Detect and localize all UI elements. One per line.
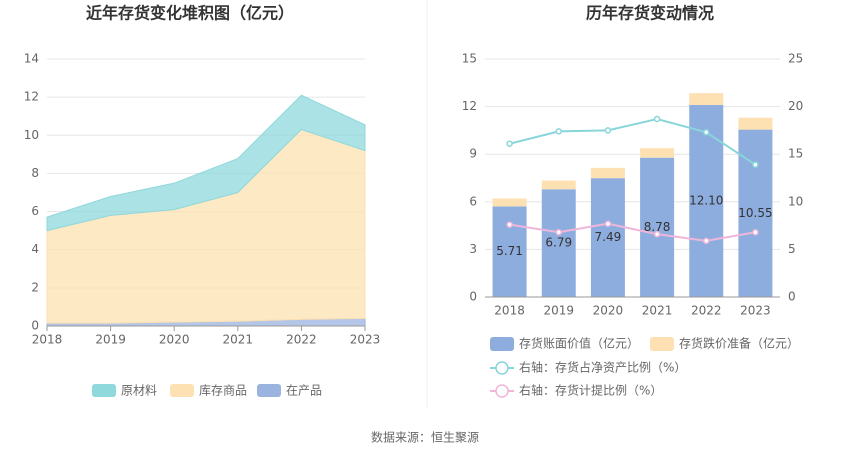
y2-tick-label: 20 [788,99,803,113]
point [703,237,710,245]
line [509,222,756,242]
x-tick-label: 2021 [223,333,254,347]
area [46,128,366,324]
x-tick-label: 2020 [159,333,190,347]
point [555,128,562,135]
y-tick-label: 8 [31,166,39,180]
x-tick-label: 2023 [740,304,771,318]
x-tick-label: 2022 [286,333,317,347]
legend-swatch [170,384,194,397]
legend-marker [495,361,509,375]
bar [689,93,724,106]
bar [590,178,625,297]
point [752,161,759,168]
legend-swatch [490,337,514,351]
y-tick-label: 12 [24,90,39,104]
bar [689,105,724,297]
y-tick-label: 2 [31,280,39,294]
legend-label: 在产品 [286,384,322,398]
point [653,230,661,238]
x-tick-label: 2020 [593,304,624,318]
bar [590,167,625,179]
x-tick-label: 2019 [95,333,126,347]
y-tick-label: 6 [469,194,477,208]
bar [541,189,576,297]
area [46,94,366,232]
point [653,115,661,123]
y-tick-label: 0 [469,290,477,304]
x-tick-label: 2018 [494,304,525,318]
bar [541,180,576,190]
x-tick-label: 2022 [691,304,722,318]
bar-label: 12.10 [689,194,723,208]
bar-label: 5.71 [496,244,523,258]
point [703,129,710,136]
y-tick-label: 14 [24,52,39,66]
legend-label: 原材料 [121,384,157,398]
bar-label: 8.78 [644,220,671,234]
bar [640,148,675,158]
y-tick-label: 4 [31,242,39,256]
x-tick-label: 2023 [350,333,381,347]
y2-tick-label: 15 [788,147,803,161]
point [555,229,562,236]
legend-label: 存货跌价准备（亿元） [679,336,799,351]
legend-label: 右轴：存货占净资产比例（%） [519,360,686,375]
chart-title: 近年存货变化堆积图（亿元） [86,4,294,23]
bar-label: 7.49 [595,230,622,244]
legend-swatch [92,384,116,397]
y2-tick-label: 10 [788,194,803,208]
point [604,127,612,134]
legend-label: 库存商品 [199,383,247,398]
y-tick-label: 9 [469,147,477,161]
y-tick-label: 0 [31,319,39,333]
chart-title: 历年存货变动情况 [586,4,714,23]
bar [492,198,527,207]
bar [738,117,773,130]
legend-swatch [650,337,674,351]
point [604,220,612,227]
point [752,229,759,236]
y-tick-label: 12 [462,99,477,113]
y2-tick-label: 0 [788,290,796,304]
y2-tick-label: 25 [788,52,803,66]
legend-marker [495,384,509,398]
legend-label: 右轴：存货计提比例（%） [519,383,662,398]
y2-tick-label: 5 [788,242,796,256]
y-tick-label: 15 [462,52,477,66]
bar [640,157,675,297]
line [509,117,756,166]
y-tick-label: 10 [24,128,39,142]
y-tick-label: 3 [469,242,477,256]
point [506,221,513,228]
y-tick-label: 6 [31,204,39,218]
x-tick-label: 2021 [642,304,673,318]
source: 数据来源：恒生聚源 [371,430,479,445]
legend-swatch [257,384,281,397]
x-tick-label: 2018 [32,333,63,347]
bar-label: 6.79 [545,236,572,250]
x-tick-label: 2019 [543,304,574,318]
legend-label: 存货账面价值（亿元） [519,336,639,351]
bar-label: 10.55 [738,206,772,220]
point [506,140,513,147]
